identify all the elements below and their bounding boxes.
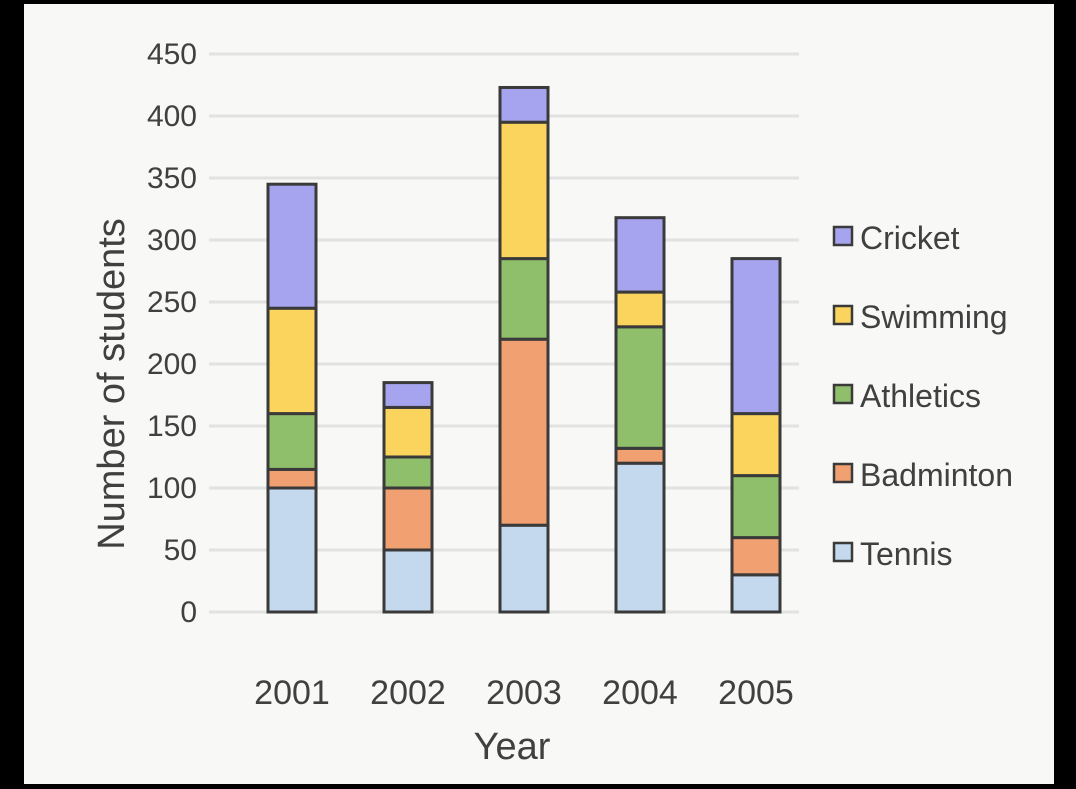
legend: Cricket Swimming Athletics Badminton Tennis [832,220,1013,572]
legend-swatch-badminton [832,462,854,484]
legend-label-swimming: Swimming [860,299,1008,335]
bar-segment-swimming-2005 [730,412,782,478]
bar-segment-athletics-2005 [730,474,782,540]
legend-swatch-athletics [832,383,854,405]
y-tick-label: 200 [147,348,197,381]
bar-segment-cricket-2002 [382,381,434,409]
y-tick-label: 150 [147,410,197,443]
bar-segment-athletics-2003 [498,257,550,341]
legend-swatch-tennis [832,541,854,563]
x-tick-label: 2001 [254,674,330,712]
y-tick-label: 0 [180,596,197,629]
bar-segment-swimming-2001 [266,306,318,416]
y-tick-label: 100 [147,472,197,505]
legend-swatch-cricket [832,225,854,247]
bar-segment-badminton-2005 [730,536,782,577]
bar-segment-cricket-2003 [498,85,550,124]
y-tick-label: 50 [164,534,197,567]
bar-segment-tennis-2003 [498,523,550,614]
y-axis-ticks: 0 50 100 150 200 250 300 350 400 450 [147,38,197,629]
bar-segment-badminton-2003 [498,337,550,527]
bar-segment-athletics-2002 [382,455,434,490]
x-axis-ticks: 2001 2002 2003 2004 2005 [254,674,794,712]
bar-segment-tennis-2002 [382,548,434,614]
bar-segment-badminton-2001 [266,467,318,490]
bar-segment-cricket-2004 [614,216,666,294]
bar-segment-swimming-2002 [382,405,434,459]
legend-label-cricket: Cricket [860,220,960,256]
bar-segment-athletics-2004 [614,325,666,450]
y-tick-label: 350 [147,162,197,195]
y-tick-label: 450 [147,38,197,71]
bar-segment-tennis-2005 [730,573,782,614]
bar-segment-tennis-2004 [614,461,666,614]
x-tick-label: 2003 [486,674,562,712]
bar-segment-badminton-2002 [382,486,434,552]
bar-segment-cricket-2005 [730,257,782,416]
bar-segment-tennis-2001 [266,486,318,614]
legend-label-tennis: Tennis [860,536,953,572]
y-axis-title: Number of students [91,218,133,550]
legend-label-athletics: Athletics [860,378,981,414]
x-axis-title: Year [474,726,551,768]
legend-label-badminton: Badminton [860,457,1013,493]
y-tick-label: 300 [147,224,197,257]
x-tick-label: 2005 [718,674,794,712]
y-tick-label: 400 [147,100,197,133]
bar-segment-badminton-2004 [614,446,666,465]
y-tick-label: 250 [147,286,197,319]
chart-frame: 0 50 100 150 200 250 300 350 400 450 2001 2002 2003… [24,4,1054,784]
stacked-bar-chart: 0 50 100 150 200 250 300 350 400 450 2001 2002 2003… [91,38,1013,768]
bar-segment-swimming-2004 [614,290,666,329]
bars [266,85,782,614]
legend-swatch-swimming [832,304,854,326]
x-tick-label: 2002 [370,674,446,712]
x-tick-label: 2004 [602,674,678,712]
bar-segment-swimming-2003 [498,120,550,261]
bar-segment-cricket-2001 [266,182,318,310]
bar-segment-athletics-2001 [266,412,318,471]
